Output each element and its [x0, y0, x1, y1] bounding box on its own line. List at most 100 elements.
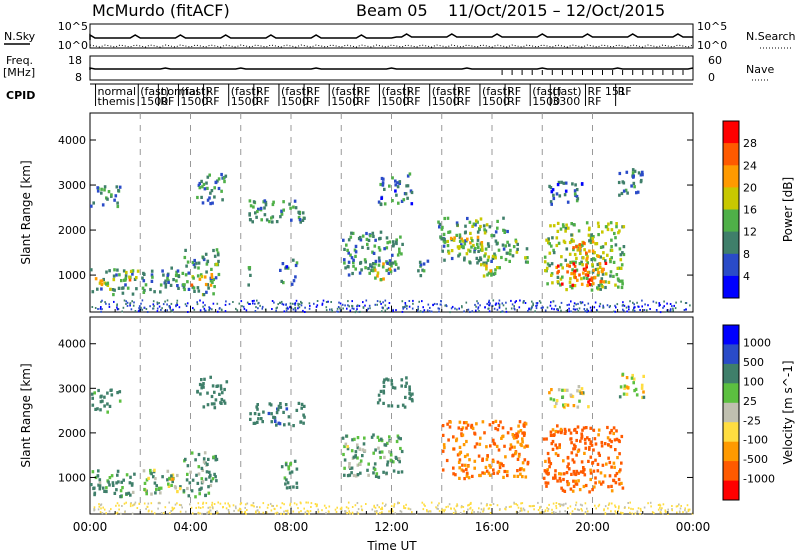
- data-cell: [547, 471, 550, 475]
- ground-scatter-cell: [115, 512, 117, 515]
- data-cell: [575, 438, 578, 443]
- ground-scatter-cell: [484, 306, 486, 309]
- data-cell: [575, 194, 579, 199]
- ground-scatter-cell: [357, 512, 360, 515]
- data-cell: [570, 272, 573, 276]
- data-cell: [206, 391, 209, 395]
- ground-scatter-cell: [471, 509, 474, 512]
- ground-scatter-cell: [373, 504, 375, 507]
- ground-scatter-cell: [123, 299, 126, 302]
- data-cell: [198, 492, 201, 496]
- ground-scatter-cell: [376, 512, 378, 515]
- data-cell: [182, 489, 186, 493]
- data-cell: [473, 459, 477, 463]
- data-cell: [477, 245, 480, 249]
- ground-scatter-cell: [242, 305, 245, 308]
- ground-scatter-cell: [252, 302, 254, 305]
- ground-scatter-cell: [419, 310, 422, 313]
- data-cell: [606, 436, 610, 440]
- ground-scatter-cell: [116, 303, 118, 306]
- noise-left-label: N.Sky: [4, 30, 36, 43]
- ground-scatter-cell: [671, 509, 673, 512]
- data-cell: [620, 481, 623, 485]
- data-cell: [617, 477, 621, 482]
- data-cell: [591, 237, 594, 241]
- data-cell: [509, 248, 512, 252]
- ground-scatter-cell: [515, 503, 517, 505]
- colorbar-segment: [723, 325, 739, 345]
- data-cell: [366, 468, 369, 472]
- data-cell: [569, 437, 573, 441]
- data-cell: [559, 283, 562, 287]
- ground-scatter-cell: [593, 306, 596, 309]
- data-cell: [620, 263, 624, 267]
- data-cell: [163, 281, 167, 285]
- data-cell: [546, 282, 549, 286]
- ground-scatter-cell: [359, 310, 361, 313]
- data-cell: [558, 472, 561, 476]
- data-cell: [269, 403, 273, 407]
- data-cell: [382, 380, 386, 384]
- ground-scatter-cell: [212, 302, 215, 305]
- x-axis-label: Time UT: [366, 539, 417, 553]
- ground-scatter-cell: [298, 306, 301, 309]
- ground-scatter-cell: [467, 508, 469, 511]
- data-cell: [143, 481, 147, 485]
- data-cell: [254, 211, 257, 215]
- data-cell: [602, 256, 605, 261]
- ground-scatter-cell: [160, 308, 162, 311]
- ground-scatter-cell: [438, 502, 440, 505]
- ground-scatter-cell: [207, 506, 210, 509]
- ground-scatter-cell: [290, 506, 292, 509]
- data-cell: [280, 209, 283, 213]
- ground-scatter-cell: [140, 302, 142, 305]
- ground-scatter-cell: [426, 309, 429, 312]
- data-cell: [580, 436, 583, 440]
- x-tick-label: 04:00: [173, 520, 208, 534]
- data-cell: [592, 235, 595, 239]
- data-cell: [562, 239, 566, 243]
- data-cell: [386, 241, 389, 245]
- ground-scatter-cell: [123, 502, 126, 505]
- ground-scatter-cell: [569, 505, 572, 508]
- ground-scatter-cell: [261, 305, 264, 308]
- data-cell: [121, 291, 125, 295]
- data-cell: [90, 392, 94, 396]
- data-cell: [576, 197, 580, 201]
- ground-scatter-cell: [460, 505, 463, 508]
- data-cell: [526, 260, 529, 264]
- data-cell: [390, 379, 393, 383]
- ground-scatter-cell: [687, 510, 690, 513]
- data-cell: [596, 462, 600, 466]
- data-cell: [288, 485, 292, 490]
- data-cell: [443, 237, 446, 241]
- data-cell: [621, 251, 624, 255]
- colorbar-segment: [723, 363, 739, 384]
- ground-scatter-cell: [479, 304, 481, 307]
- data-cell: [366, 242, 369, 246]
- ground-scatter-cell: [561, 503, 563, 506]
- data-cell: [569, 431, 573, 435]
- data-cell: [372, 451, 375, 455]
- ground-scatter-cell: [517, 511, 520, 514]
- ground-scatter-cell: [325, 306, 328, 309]
- data-cell: [492, 438, 495, 442]
- ground-scatter-cell: [283, 503, 285, 506]
- ground-scatter-cell: [337, 310, 339, 313]
- ground-scatter-cell: [650, 505, 652, 508]
- ground-scatter-cell: [570, 300, 572, 303]
- data-cell: [565, 247, 569, 251]
- data-cell: [551, 447, 555, 451]
- data-cell: [582, 276, 586, 280]
- data-cell: [373, 462, 377, 466]
- data-cell: [493, 252, 496, 256]
- data-cell: [117, 189, 120, 193]
- ground-scatter-cell: [321, 302, 324, 305]
- colorbar-label: Velocity [m s^-1]: [781, 360, 795, 464]
- data-cell: [410, 190, 414, 195]
- data-cell: [397, 457, 401, 461]
- y-tick-label: 4000: [58, 134, 86, 147]
- data-cell: [108, 483, 111, 487]
- data-cell: [589, 471, 593, 475]
- ground-scatter-cell: [543, 511, 545, 513]
